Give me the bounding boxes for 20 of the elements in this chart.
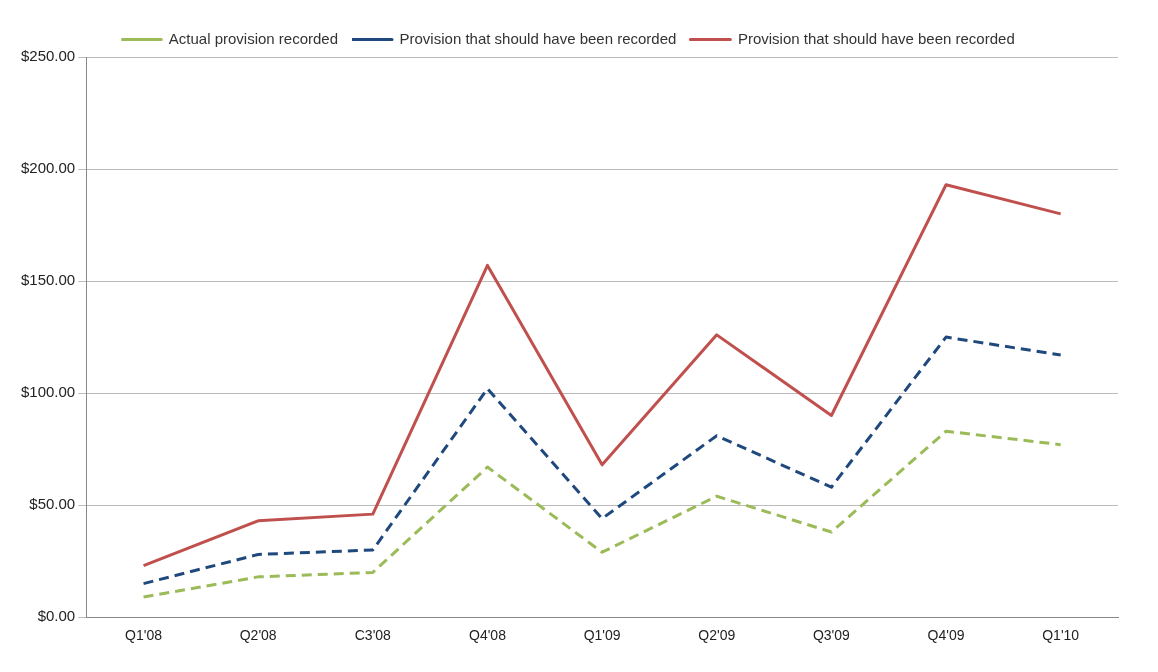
legend-label: Provision that should have been recorded (737, 29, 1015, 47)
x-tick-label: Q1'10 (1042, 627, 1080, 644)
y-tick-label: $150.00 (20, 271, 76, 289)
y-tick-label: $200.00 (20, 159, 76, 177)
x-tick-label: Q1'09 (583, 627, 621, 644)
x-tick-label: Q4'08 (469, 627, 507, 644)
y-tick-label: $100.00 (20, 383, 76, 401)
legend-label: Actual provision recorded (168, 29, 339, 47)
x-tick-label: Q1'08 (125, 627, 163, 644)
x-tick-label: Q2'09 (698, 627, 736, 644)
y-tick-label: $50.00 (29, 495, 76, 513)
x-tick-label: Q3'09 (812, 627, 851, 644)
line-series (142, 335, 1063, 586)
y-tick-label: $250.00 (20, 47, 76, 65)
y-tick-label: $0.00 (37, 607, 76, 625)
line-series (142, 429, 1063, 599)
x-tick-label: Q4'09 (927, 627, 965, 644)
legend-label: Provision that should have been recorded (399, 29, 677, 47)
x-tick-label: C3'08 (354, 627, 392, 644)
x-tick-label: Q2'08 (239, 627, 277, 644)
